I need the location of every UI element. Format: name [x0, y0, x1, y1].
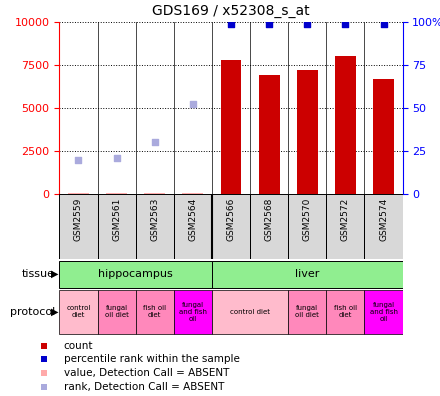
FancyBboxPatch shape [59, 194, 98, 259]
Text: liver: liver [295, 269, 319, 279]
FancyBboxPatch shape [174, 194, 212, 259]
Text: control diet: control diet [230, 309, 270, 315]
FancyBboxPatch shape [59, 261, 212, 287]
Text: fungal
oil diet: fungal oil diet [105, 305, 128, 318]
Text: GSM2572: GSM2572 [341, 197, 350, 240]
Point [113, 155, 120, 161]
Bar [106, 193, 127, 194]
Bar [297, 70, 318, 194]
Text: protocol: protocol [10, 307, 55, 317]
Bar [220, 60, 242, 194]
Text: ▶: ▶ [51, 307, 59, 317]
FancyBboxPatch shape [326, 290, 364, 334]
Point [380, 20, 387, 27]
FancyBboxPatch shape [212, 290, 288, 334]
Text: ▶: ▶ [51, 269, 59, 279]
FancyBboxPatch shape [98, 290, 136, 334]
Text: GSM2574: GSM2574 [379, 197, 388, 240]
FancyBboxPatch shape [364, 194, 403, 259]
Text: GSM2559: GSM2559 [74, 197, 83, 241]
Point [227, 20, 235, 27]
Text: fish oil
diet: fish oil diet [143, 305, 166, 318]
FancyBboxPatch shape [59, 290, 98, 334]
Text: fungal
and fish
oil: fungal and fish oil [179, 302, 207, 322]
Text: count: count [64, 341, 93, 351]
Point [75, 156, 82, 163]
FancyBboxPatch shape [250, 194, 288, 259]
Point [266, 20, 273, 27]
Point [342, 20, 349, 27]
FancyBboxPatch shape [288, 290, 326, 334]
Text: fungal
oil diet: fungal oil diet [295, 305, 319, 318]
Text: GSM2563: GSM2563 [150, 197, 159, 241]
FancyBboxPatch shape [136, 290, 174, 334]
Bar [144, 193, 165, 194]
Bar [68, 193, 89, 194]
Text: GSM2561: GSM2561 [112, 197, 121, 241]
Text: GSM2566: GSM2566 [227, 197, 235, 241]
Text: GSM2570: GSM2570 [303, 197, 312, 241]
Text: value, Detection Call = ABSENT: value, Detection Call = ABSENT [64, 367, 229, 378]
Text: GSM2568: GSM2568 [264, 197, 274, 241]
Bar [335, 56, 356, 194]
FancyBboxPatch shape [364, 290, 403, 334]
FancyBboxPatch shape [136, 194, 174, 259]
Point [304, 20, 311, 27]
Text: GSM2564: GSM2564 [188, 197, 198, 240]
Title: GDS169 / x52308_s_at: GDS169 / x52308_s_at [152, 4, 310, 18]
Text: tissue: tissue [22, 269, 55, 279]
FancyBboxPatch shape [288, 194, 326, 259]
Bar [183, 193, 203, 194]
Text: control
diet: control diet [66, 305, 91, 318]
Text: fungal
and fish
oil: fungal and fish oil [370, 302, 397, 322]
FancyBboxPatch shape [212, 261, 403, 287]
FancyBboxPatch shape [326, 194, 364, 259]
Text: rank, Detection Call = ABSENT: rank, Detection Call = ABSENT [64, 382, 224, 392]
Text: hippocampus: hippocampus [98, 269, 173, 279]
Bar [259, 75, 279, 194]
FancyBboxPatch shape [174, 290, 212, 334]
Point [151, 139, 158, 145]
Text: percentile rank within the sample: percentile rank within the sample [64, 354, 240, 364]
FancyBboxPatch shape [212, 194, 250, 259]
Point [189, 101, 196, 108]
Bar [373, 79, 394, 194]
FancyBboxPatch shape [98, 194, 136, 259]
Text: fish oil
diet: fish oil diet [334, 305, 357, 318]
